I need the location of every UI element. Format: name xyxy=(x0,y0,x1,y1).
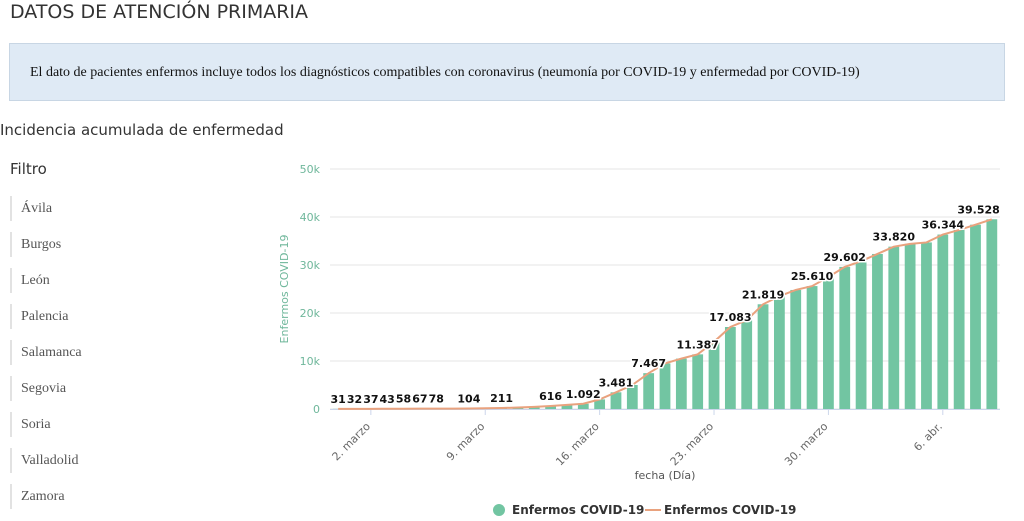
bar xyxy=(626,385,638,409)
data-label: 31 xyxy=(331,393,346,406)
bar xyxy=(986,219,998,409)
bar xyxy=(937,234,949,409)
data-label: 25.610 xyxy=(791,270,834,283)
bar xyxy=(806,286,818,409)
y-tick-label: 0 xyxy=(313,403,320,416)
data-label: 33.820 xyxy=(873,231,916,244)
data-label: 29.602 xyxy=(824,251,866,264)
y-tick-label: 20k xyxy=(300,307,321,320)
page-title: DATOS DE ATENCIÓN PRIMARIA xyxy=(10,1,309,23)
x-tick-label: 30. marzo xyxy=(782,420,831,469)
filter-item[interactable]: Ávila xyxy=(10,196,82,221)
bar xyxy=(773,296,785,409)
bar xyxy=(855,261,867,409)
bar xyxy=(708,341,720,409)
y-tick-label: 40k xyxy=(300,211,321,224)
x-tick-label: 9. marzo xyxy=(444,420,488,464)
bar xyxy=(839,266,851,409)
x-tick-label: 23. marzo xyxy=(668,420,717,469)
y-tick-label: 10k xyxy=(300,355,321,368)
data-label: 39.528 xyxy=(957,203,999,216)
line xyxy=(338,218,993,410)
filter-title: Filtro xyxy=(10,160,47,178)
bar xyxy=(953,229,965,409)
y-tick-label: 50k xyxy=(300,163,321,176)
bar xyxy=(823,277,834,409)
data-label: 211 xyxy=(490,392,513,405)
data-label: 3.481 xyxy=(599,376,634,389)
section-title: Incidencia acumulada de enfermedad xyxy=(0,121,284,139)
bar xyxy=(594,399,606,409)
bar xyxy=(888,246,900,409)
data-label: 7.467 xyxy=(631,357,666,370)
filter-item[interactable]: Burgos xyxy=(10,232,82,257)
bar xyxy=(643,373,655,409)
data-label: 43 xyxy=(380,393,395,406)
data-label: 32 xyxy=(347,393,362,406)
bar xyxy=(757,304,769,409)
bar xyxy=(675,358,687,409)
filter-item[interactable]: Salamanca xyxy=(10,340,82,365)
y-tick-label: 30k xyxy=(300,259,321,272)
bar xyxy=(561,404,573,409)
legend-label: Enfermos COVID-19 xyxy=(512,503,644,517)
filter-item[interactable]: Valladolid xyxy=(10,448,82,473)
notice: El dato de pacientes enfermos incluye to… xyxy=(9,43,1005,101)
data-label: 17.083 xyxy=(709,311,751,324)
filter-list: Ávila Burgos León Palencia Salamanca Segovia S… xyxy=(10,196,82,520)
x-tick-label: 2. marzo xyxy=(329,420,373,464)
data-label: 104 xyxy=(457,393,480,406)
data-label: 58 xyxy=(396,393,411,406)
bar xyxy=(921,242,932,409)
bar xyxy=(659,363,671,409)
bar xyxy=(904,243,916,409)
x-tick-label: 6. abr. xyxy=(911,420,945,454)
bar xyxy=(528,406,540,409)
bar xyxy=(545,406,557,409)
data-label: 616 xyxy=(539,390,562,403)
legend-label: Enfermos COVID-19 xyxy=(664,503,796,517)
data-label: 67 xyxy=(412,393,427,406)
bar xyxy=(872,253,883,409)
bar xyxy=(577,403,589,409)
filter-item[interactable]: Zamora xyxy=(10,484,82,509)
y-axis-title: Enfermos COVID-19 xyxy=(278,235,291,344)
bar xyxy=(610,392,622,409)
data-label: 11.387 xyxy=(676,338,718,351)
filter-item[interactable]: León xyxy=(10,268,82,293)
bar xyxy=(741,320,753,409)
data-label: 78 xyxy=(429,393,444,406)
bar xyxy=(970,224,981,409)
data-label: 1.092 xyxy=(566,388,601,401)
filter-item[interactable]: Segovia xyxy=(10,376,82,401)
legend-symbol xyxy=(493,504,505,516)
filter-item[interactable]: Soria xyxy=(10,412,82,437)
bar xyxy=(790,289,802,409)
data-label: 37 xyxy=(363,393,378,406)
bar xyxy=(692,354,704,409)
x-tick-label: 16. marzo xyxy=(553,420,602,469)
x-axis-title: fecha (Día) xyxy=(635,469,696,482)
data-label: 36.344 xyxy=(922,219,965,232)
filter-item[interactable]: Palencia xyxy=(10,304,82,329)
bar xyxy=(724,327,736,409)
data-label: 21.819 xyxy=(742,288,784,301)
